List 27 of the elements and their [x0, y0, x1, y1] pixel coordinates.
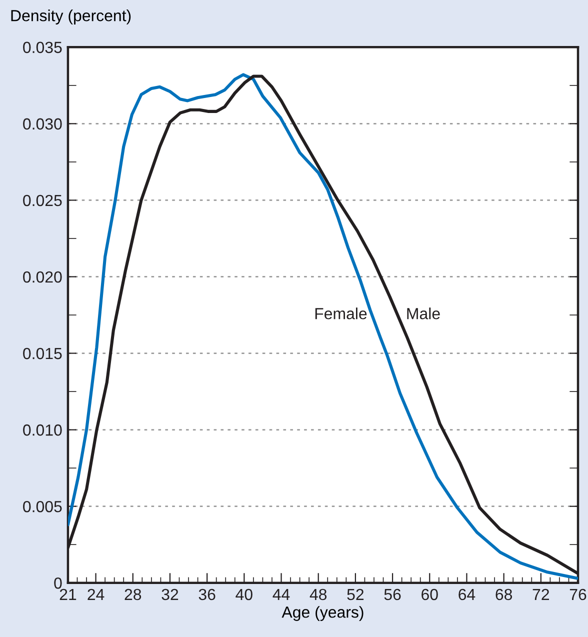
y-tick-label: 0.025: [23, 194, 62, 206]
x-tick-label: 28: [124, 588, 142, 600]
y-tick-label: 0.005: [23, 500, 62, 512]
x-tick-label: 21: [60, 588, 76, 600]
x-tick-label: 44: [272, 588, 290, 600]
x-tick-label: 52: [347, 588, 364, 600]
y-tick-label: 0.030: [23, 118, 62, 130]
x-tick-label: 56: [384, 588, 401, 600]
y-tick-label: 0.020: [23, 271, 62, 283]
y-tick-label: 0.010: [23, 424, 62, 436]
y-axis-title: Density (percent): [11, 10, 131, 24]
y-tick-label: 0.015: [23, 348, 62, 360]
x-tick-label: 32: [162, 588, 178, 600]
series-label: Female: [315, 308, 367, 320]
y-tick-label: 0: [54, 577, 62, 589]
x-tick-label: 76: [570, 588, 586, 600]
x-tick-label: 64: [458, 588, 476, 600]
x-tick-label: 36: [198, 588, 216, 600]
y-tick-label: 0.035: [23, 42, 62, 54]
x-tick-label: 60: [422, 588, 438, 600]
x-tick-label: 24: [88, 588, 104, 600]
x-tick-label: 48: [310, 588, 327, 600]
x-tick-label: 68: [496, 588, 512, 600]
x-tick-label: 72: [532, 588, 549, 600]
x-axis-title: Age (years): [282, 606, 364, 621]
x-tick-label: 40: [236, 588, 252, 600]
series-label: Male: [407, 308, 440, 320]
